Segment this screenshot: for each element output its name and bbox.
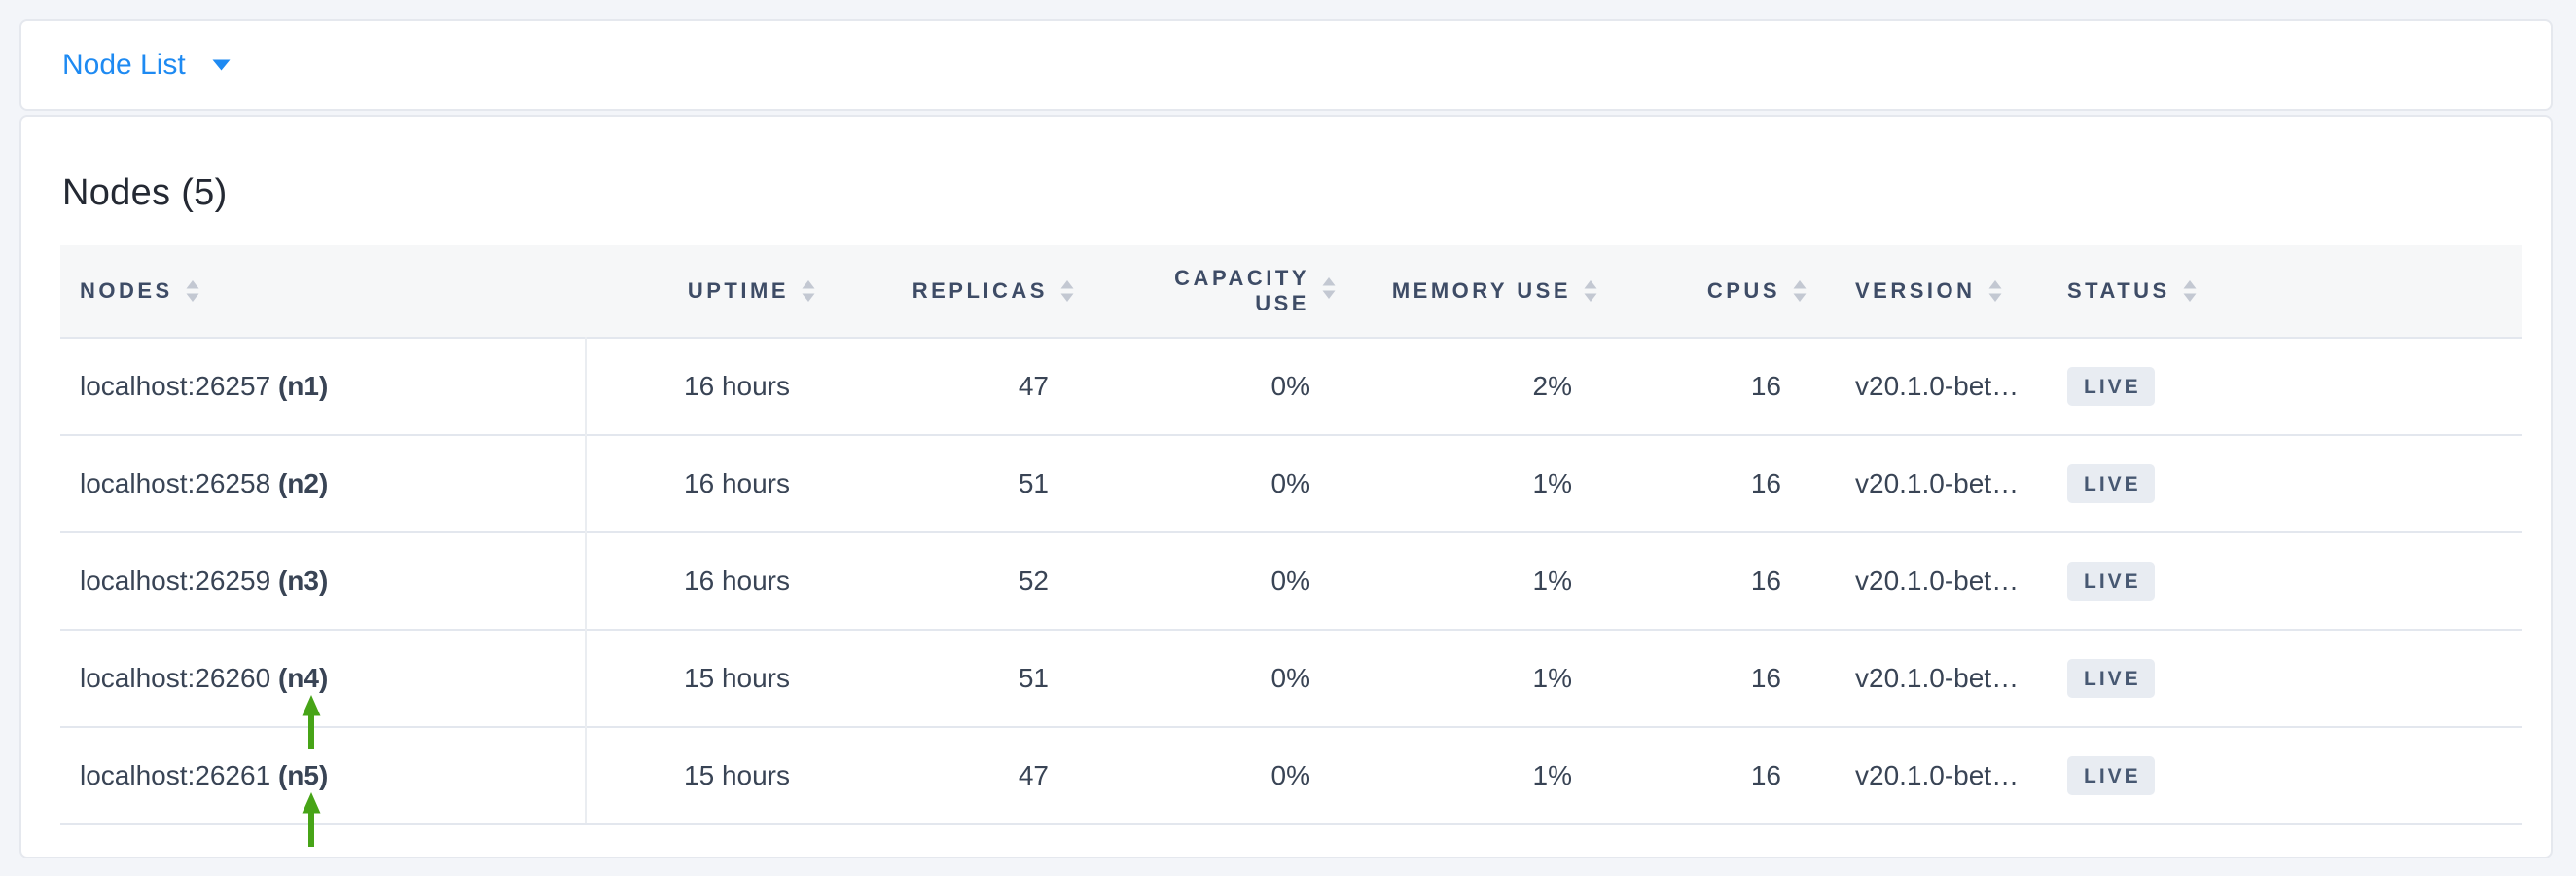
sort-up-down-icon[interactable] bbox=[1988, 280, 2002, 302]
table-row[interactable]: localhost:26258 (n2) 16 hours 51 0% 1% 1… bbox=[60, 434, 2522, 532]
node-memory-use: 2% bbox=[1359, 337, 1621, 435]
green-up-arrow-icon bbox=[302, 792, 321, 847]
node-cpus: 16 bbox=[1621, 629, 1830, 727]
node-name-cell: localhost:26260 (n4) bbox=[60, 629, 587, 749]
node-capacity-use: 0% bbox=[1097, 531, 1359, 630]
node-id: (n4) bbox=[277, 663, 329, 693]
page-title: Nodes (5) bbox=[62, 172, 228, 213]
node-memory-use: 1% bbox=[1359, 531, 1621, 630]
node-status-cell: LIVE bbox=[2050, 629, 2522, 727]
status-badge: LIVE bbox=[2067, 659, 2155, 698]
column-label: CPUS bbox=[1706, 278, 1780, 303]
node-id: (n3) bbox=[277, 566, 329, 596]
sort-up-down-icon[interactable] bbox=[1060, 280, 1074, 302]
status-badge: LIVE bbox=[2067, 756, 2155, 795]
table-row[interactable]: localhost:26257 (n1) 16 hours 47 0% 2% 1… bbox=[60, 337, 2522, 435]
view-dropdown-label: Node List bbox=[62, 49, 186, 81]
node-version: v20.1.0-bet… bbox=[1830, 434, 2050, 532]
node-status-cell: LIVE bbox=[2050, 531, 2522, 630]
node-status-cell: LIVE bbox=[2050, 726, 2522, 825]
node-cpus: 16 bbox=[1621, 337, 1830, 435]
nodes-table: NODES UPTIME REPLICAS bbox=[60, 245, 2522, 847]
nodes-card: Nodes (5) NODES UPTIME bbox=[19, 115, 2553, 858]
caret-down-icon bbox=[212, 59, 231, 71]
node-address: localhost:26258 bbox=[80, 468, 271, 498]
column-label: VERSION bbox=[1855, 278, 1976, 303]
node-uptime: 16 hours bbox=[586, 434, 839, 532]
column-header-memory-use[interactable]: MEMORY USE bbox=[1359, 245, 1621, 338]
node-version: v20.1.0-bet… bbox=[1830, 337, 2050, 435]
node-version: v20.1.0-bet… bbox=[1830, 629, 2050, 727]
node-cpus: 16 bbox=[1621, 434, 1830, 532]
node-address: localhost:26260 bbox=[80, 663, 271, 693]
column-label: CAPACITY USE bbox=[1174, 266, 1309, 315]
node-id: (n2) bbox=[277, 468, 329, 498]
node-address: localhost:26257 bbox=[80, 371, 271, 401]
node-status-cell: LIVE bbox=[2050, 337, 2522, 435]
node-replicas: 47 bbox=[839, 337, 1097, 435]
status-badge: LIVE bbox=[2067, 562, 2155, 601]
node-memory-use: 1% bbox=[1359, 434, 1621, 532]
sort-up-down-icon[interactable] bbox=[1322, 277, 1336, 299]
node-cpus: 16 bbox=[1621, 726, 1830, 825]
node-replicas: 52 bbox=[839, 531, 1097, 630]
node-memory-use: 1% bbox=[1359, 629, 1621, 727]
sort-up-down-icon[interactable] bbox=[1584, 280, 1597, 302]
node-uptime: 16 hours bbox=[586, 531, 839, 630]
node-capacity-use: 0% bbox=[1097, 434, 1359, 532]
view-selector-bar: Node List bbox=[19, 19, 2553, 111]
column-label: REPLICAS bbox=[912, 278, 1048, 303]
column-header-uptime[interactable]: UPTIME bbox=[586, 245, 839, 338]
column-label: MEMORY USE bbox=[1391, 278, 1571, 303]
table-row[interactable]: localhost:26259 (n3) 16 hours 52 0% 1% 1… bbox=[60, 531, 2522, 630]
status-badge: LIVE bbox=[2067, 464, 2155, 503]
column-header-replicas[interactable]: REPLICAS bbox=[839, 245, 1097, 338]
sort-up-down-icon[interactable] bbox=[2183, 280, 2197, 302]
view-dropdown[interactable]: Node List bbox=[62, 49, 231, 82]
node-name-cell: localhost:26258 (n2) bbox=[60, 434, 587, 532]
node-address: localhost:26259 bbox=[80, 566, 271, 596]
node-name-cell: localhost:26257 (n1) bbox=[60, 337, 587, 435]
node-id: (n1) bbox=[277, 371, 329, 401]
sort-up-down-icon[interactable] bbox=[1793, 280, 1807, 302]
node-capacity-use: 0% bbox=[1097, 337, 1359, 435]
node-replicas: 51 bbox=[839, 629, 1097, 727]
node-replicas: 47 bbox=[839, 726, 1097, 825]
node-status-cell: LIVE bbox=[2050, 434, 2522, 532]
node-id: (n5) bbox=[277, 760, 329, 790]
node-memory-use: 1% bbox=[1359, 726, 1621, 825]
column-header-capacity-use[interactable]: CAPACITY USE bbox=[1097, 245, 1359, 338]
column-header-nodes[interactable]: NODES bbox=[60, 245, 586, 338]
column-header-status[interactable]: STATUS bbox=[2050, 245, 2522, 338]
column-label: UPTIME bbox=[687, 278, 789, 303]
node-name-cell: localhost:26261 (n5) bbox=[60, 726, 587, 847]
column-header-cpus[interactable]: CPUS bbox=[1621, 245, 1830, 338]
table-row[interactable]: localhost:26261 (n5) 15 hours 47 0% 1% 1… bbox=[60, 726, 2522, 847]
node-uptime: 16 hours bbox=[586, 337, 839, 435]
sort-up-down-icon[interactable] bbox=[802, 280, 815, 302]
nodes-table-body: localhost:26257 (n1) 16 hours 47 0% 2% 1… bbox=[60, 337, 2522, 847]
node-address: localhost:26261 bbox=[80, 760, 271, 790]
column-label: NODES bbox=[80, 278, 173, 303]
node-capacity-use: 0% bbox=[1097, 629, 1359, 727]
status-badge: LIVE bbox=[2067, 367, 2155, 406]
node-version: v20.1.0-bet… bbox=[1830, 726, 2050, 825]
node-uptime: 15 hours bbox=[586, 629, 839, 727]
node-cpus: 16 bbox=[1621, 531, 1830, 630]
node-capacity-use: 0% bbox=[1097, 726, 1359, 825]
column-label: STATUS bbox=[2067, 278, 2170, 303]
column-header-version[interactable]: VERSION bbox=[1830, 245, 2050, 338]
node-version: v20.1.0-bet… bbox=[1830, 531, 2050, 630]
node-name-cell: localhost:26259 (n3) bbox=[60, 531, 587, 630]
node-replicas: 51 bbox=[839, 434, 1097, 532]
sort-up-down-icon[interactable] bbox=[186, 280, 199, 302]
table-row[interactable]: localhost:26260 (n4) 15 hours 51 0% 1% 1… bbox=[60, 629, 2522, 749]
node-uptime: 15 hours bbox=[586, 726, 839, 825]
table-header-row: NODES UPTIME REPLICAS bbox=[60, 245, 2522, 338]
